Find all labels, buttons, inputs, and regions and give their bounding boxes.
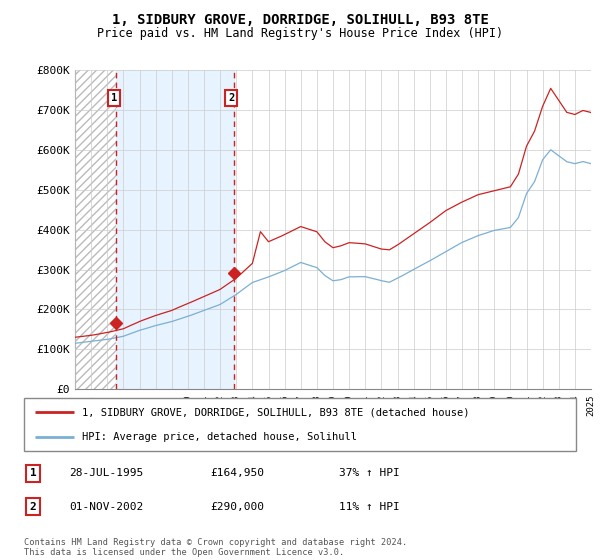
Text: £290,000: £290,000 [210, 502, 264, 512]
Text: This data is licensed under the Open Government Licence v3.0.: This data is licensed under the Open Gov… [24, 548, 344, 557]
Text: £164,950: £164,950 [210, 468, 264, 478]
Text: 1, SIDBURY GROVE, DORRIDGE, SOLIHULL, B93 8TE: 1, SIDBURY GROVE, DORRIDGE, SOLIHULL, B9… [112, 13, 488, 27]
Text: Price paid vs. HM Land Registry's House Price Index (HPI): Price paid vs. HM Land Registry's House … [97, 27, 503, 40]
Bar [116, 70, 233, 389]
Text: 1, SIDBURY GROVE, DORRIDGE, SOLIHULL, B93 8TE (detached house): 1, SIDBURY GROVE, DORRIDGE, SOLIHULL, B9… [82, 408, 469, 418]
Text: 01-NOV-2002: 01-NOV-2002 [69, 502, 143, 512]
Text: Contains HM Land Registry data © Crown copyright and database right 2024.: Contains HM Land Registry data © Crown c… [24, 538, 407, 547]
Text: 2: 2 [29, 502, 37, 512]
Text: 37% ↑ HPI: 37% ↑ HPI [339, 468, 400, 478]
Text: 11% ↑ HPI: 11% ↑ HPI [339, 502, 400, 512]
Bar [75, 70, 116, 389]
Text: 1: 1 [29, 468, 37, 478]
Text: 1: 1 [111, 93, 117, 103]
Bar [75, 70, 116, 389]
Text: 28-JUL-1995: 28-JUL-1995 [69, 468, 143, 478]
Text: 2: 2 [228, 93, 234, 103]
Text: HPI: Average price, detached house, Solihull: HPI: Average price, detached house, Soli… [82, 432, 357, 442]
